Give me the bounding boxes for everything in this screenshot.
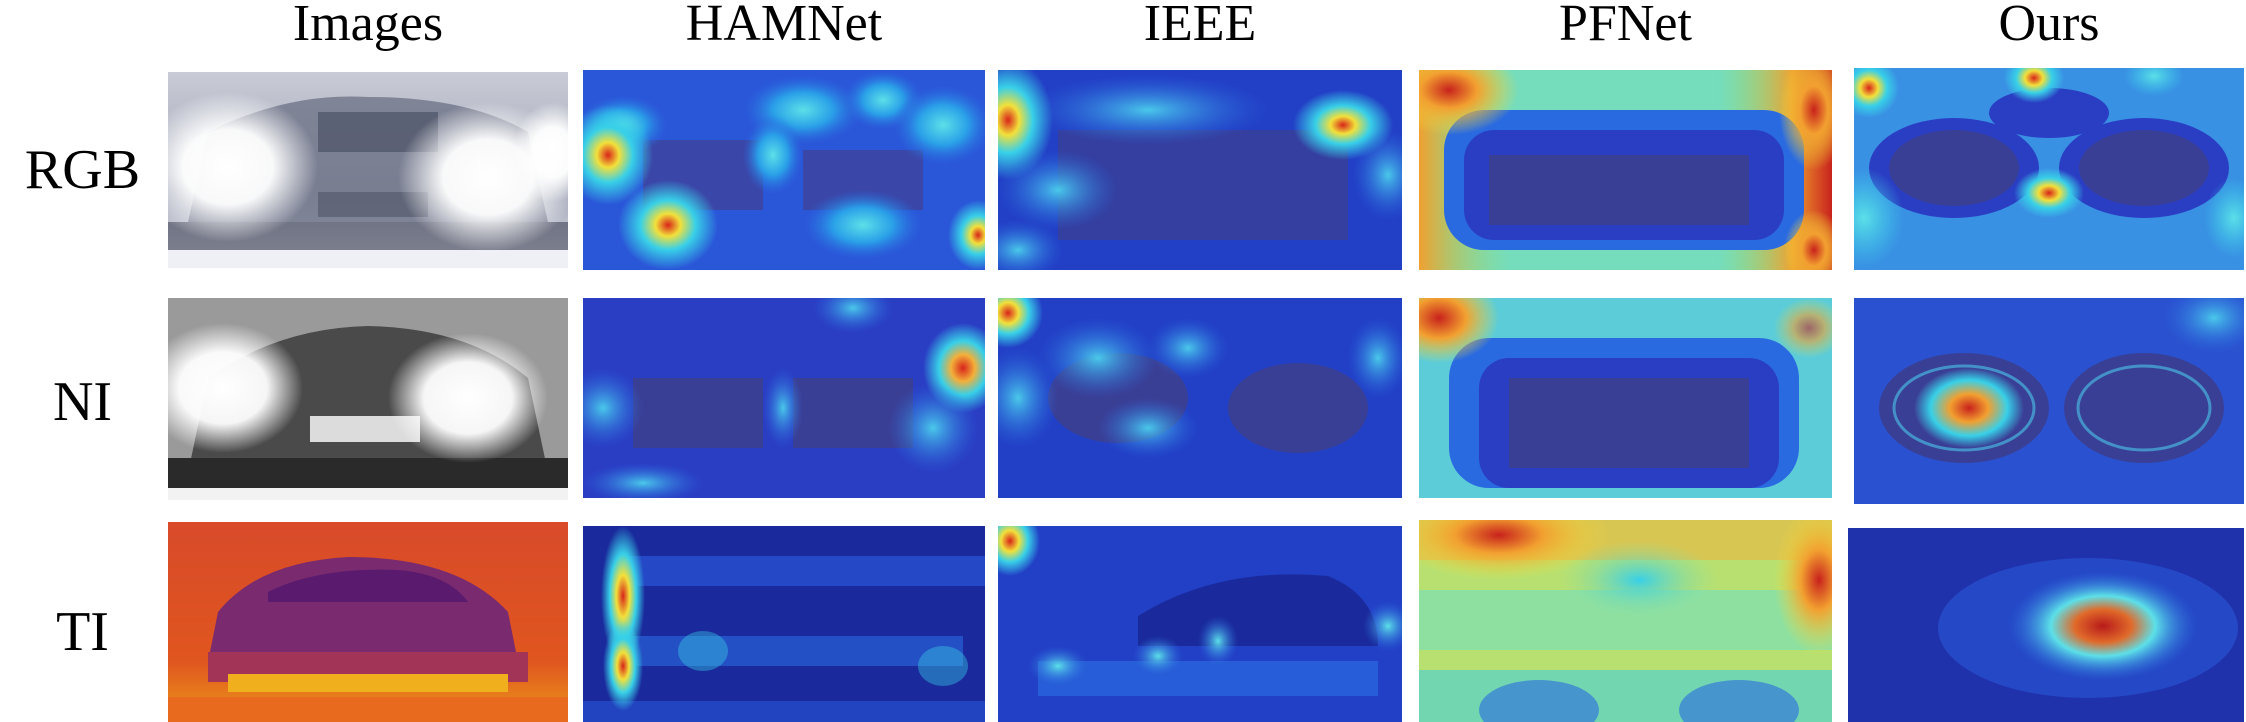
heatmap-pfnet-ti (1419, 520, 1832, 722)
heatmap-pfnet-rgb (1419, 70, 1832, 270)
heatmap-ieee-ni (998, 298, 1402, 498)
row-label-ni: NI (52, 371, 113, 433)
heatmap-ours-ti (1848, 528, 2244, 722)
column-header-images: Images (292, 0, 444, 52)
column-header-hamnet: HAMNet (685, 0, 883, 52)
image-ni-vehicle (168, 298, 568, 500)
column-header-pfnet: PFNet (1559, 0, 1692, 52)
heatmap-ieee-ti (998, 526, 1402, 722)
heatmap-ours-ni (1854, 298, 2244, 504)
heatmap-ieee-rgb (998, 70, 1402, 270)
row-label-ti: TI (56, 601, 109, 663)
image-rgb-vehicle (168, 72, 568, 268)
heatmap-ours-rgb (1854, 68, 2244, 270)
heatmap-hamnet-rgb (583, 70, 985, 270)
heatmap-pfnet-ni (1419, 298, 1832, 498)
column-header-ieee: IEEE (1143, 0, 1257, 52)
heatmap-hamnet-ti (583, 526, 985, 722)
heatmap-hamnet-ni (583, 298, 985, 498)
image-ti-vehicle (168, 522, 568, 722)
column-header-ours: Ours (1998, 0, 2100, 52)
row-label-rgb: RGB (24, 139, 141, 201)
